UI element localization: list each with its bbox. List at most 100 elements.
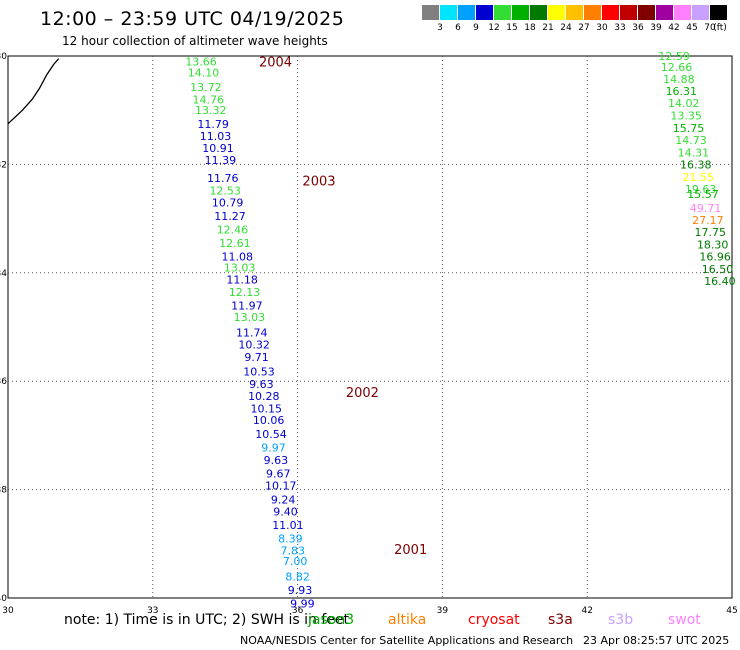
wave-height-value: 11.18 xyxy=(226,273,258,286)
wave-height-value: 9.63 xyxy=(249,378,274,391)
wave-height-value: 12.13 xyxy=(229,286,261,299)
lon-tick-label: 39 xyxy=(437,606,449,616)
colorbar-label: 42 xyxy=(668,23,680,33)
wave-height-value: 8.39 xyxy=(278,532,303,545)
colorbar-swatch xyxy=(584,5,601,20)
wave-height-value: 9.24 xyxy=(271,493,296,506)
wave-height-value: 11.08 xyxy=(222,251,254,264)
map-subtitle: 12 hour collection of altimeter wave hei… xyxy=(62,34,328,48)
wave-height-value: 13.03 xyxy=(224,261,256,274)
pass-labels: 20042003200220011925 xyxy=(259,55,427,558)
satellite-legend-item: altika xyxy=(388,612,427,628)
wave-height-value: 16.50 xyxy=(702,263,734,276)
colorbar-label: 30 xyxy=(596,23,608,33)
wave-height-value: 10.17 xyxy=(265,479,297,492)
colorbar-label: 39 xyxy=(650,23,662,33)
wave-height-value: 14.31 xyxy=(678,146,710,159)
wave-height-value: 9.71 xyxy=(244,351,269,364)
generation-timestamp: 23 Apr 08:25:57 UTC 2025 xyxy=(583,634,730,647)
wave-height-value: 9.97 xyxy=(261,441,286,454)
colorbar-label: 21 xyxy=(542,23,554,33)
colorbar-swatch xyxy=(638,5,655,20)
colorbar-swatch xyxy=(692,5,709,20)
wave-height-value: 8.82 xyxy=(285,570,310,583)
lat-tick-label: -32 xyxy=(0,160,7,170)
satellite-legend-item: jason3 xyxy=(308,612,355,628)
lon-tick-label: 36 xyxy=(292,606,304,616)
lat-tick-label: -34 xyxy=(0,269,7,279)
wave-height-value: 15.75 xyxy=(673,122,705,135)
lat-tick-label: -36 xyxy=(0,377,7,387)
wave-height-value: 7.00 xyxy=(283,555,308,568)
wave-height-value: 16.38 xyxy=(680,158,712,171)
satellite-legend-item: s3b xyxy=(608,612,634,628)
lat-tick-label: -38 xyxy=(0,486,7,496)
wave-height-value: 49.71 xyxy=(690,202,722,215)
wave-height-value: 10.28 xyxy=(248,390,280,403)
wave-height-value: 11.39 xyxy=(205,154,237,167)
lat-tick-label: -40 xyxy=(0,594,7,604)
colorbar-label: 45 xyxy=(686,23,698,33)
wave-height-value: 21.55 xyxy=(682,171,714,184)
wave-height-value: 15.57 xyxy=(687,188,719,201)
colorbar-label: 18 xyxy=(524,23,536,33)
wave-height-value: 11.03 xyxy=(200,130,232,143)
wave-height-value: 16.96 xyxy=(699,251,731,264)
colorbar-label: 3 xyxy=(437,23,443,33)
colorbar-swatch xyxy=(422,5,439,20)
wave-height-value: 16.31 xyxy=(666,85,698,98)
coastline-path xyxy=(7,58,60,125)
wave-height-value: 12.46 xyxy=(217,223,249,236)
wave-height-value: 17.75 xyxy=(695,226,727,239)
pass-label: 2004 xyxy=(259,55,292,70)
wave-height-value: 9.93 xyxy=(288,584,313,597)
colorbar-swatch xyxy=(566,5,583,20)
wave-height-value: 11.97 xyxy=(231,299,263,312)
lon-tick-label: 33 xyxy=(147,606,158,616)
wave-height-value: 10.06 xyxy=(253,414,285,427)
wave-height-value: 10.79 xyxy=(212,196,244,209)
colorbar-swatch xyxy=(656,5,673,20)
wave-height-value: 27.17 xyxy=(692,214,724,227)
wave-height-value: 9.63 xyxy=(264,454,289,467)
colorbar-label: 9 xyxy=(473,23,479,33)
colorbar-swatch xyxy=(494,5,511,20)
map-frame xyxy=(7,55,733,599)
colorbar-swatch xyxy=(512,5,529,20)
wave-height-value: 11.76 xyxy=(207,172,239,185)
wave-height-value: 13.35 xyxy=(670,110,702,123)
colorbar-swatch xyxy=(710,5,727,20)
wave-height-value: 14.10 xyxy=(188,66,220,79)
wave-height-value: 12.66 xyxy=(661,61,693,74)
colorbar-label: 12 xyxy=(488,23,500,33)
colorbar-label: 27 xyxy=(578,23,590,33)
lat-tick-label: -30 xyxy=(0,52,7,62)
satellite-legend-item: swot xyxy=(668,612,701,628)
wave-height-value: 9.40 xyxy=(273,505,298,518)
colorbar-label: 6 xyxy=(455,23,461,33)
colorbar-label: 15 xyxy=(506,23,518,33)
wave-height-value: 10.54 xyxy=(255,428,287,441)
wave-height-value: 10.15 xyxy=(250,402,282,415)
note-text: note: 1) Time is in UTC; 2) SWH is in fe… xyxy=(64,612,350,628)
pass-label: 2001 xyxy=(394,543,427,558)
wave-height-value: 11.27 xyxy=(214,210,246,223)
pass-label: 2003 xyxy=(302,175,335,190)
lon-tick-label: 30 xyxy=(2,606,14,616)
wave-height-value: 16.40 xyxy=(704,275,736,288)
agency-credit: NOAA/NESDIS Center for Satellite Applica… xyxy=(240,634,574,647)
wave-height-value: 10.91 xyxy=(202,142,234,155)
wave-height-value: 14.76 xyxy=(193,93,225,106)
colorbar-swatch xyxy=(602,5,619,20)
colorbar-swatch xyxy=(548,5,565,20)
wave-height-value: 11.01 xyxy=(272,519,304,532)
satellite-legend-item: cryosat xyxy=(468,612,520,628)
wave-height-value: 19.63 xyxy=(685,183,717,196)
wave-height-value: 13.32 xyxy=(195,104,227,117)
wave-height-value: 12.59 xyxy=(658,50,690,63)
colorbar-swatch xyxy=(458,5,475,20)
wave-height-value: 13.03 xyxy=(234,311,266,324)
colorbar-swatch xyxy=(530,5,547,20)
map-title: 12:00 – 23:59 UTC 04/19/2025 xyxy=(40,8,345,30)
